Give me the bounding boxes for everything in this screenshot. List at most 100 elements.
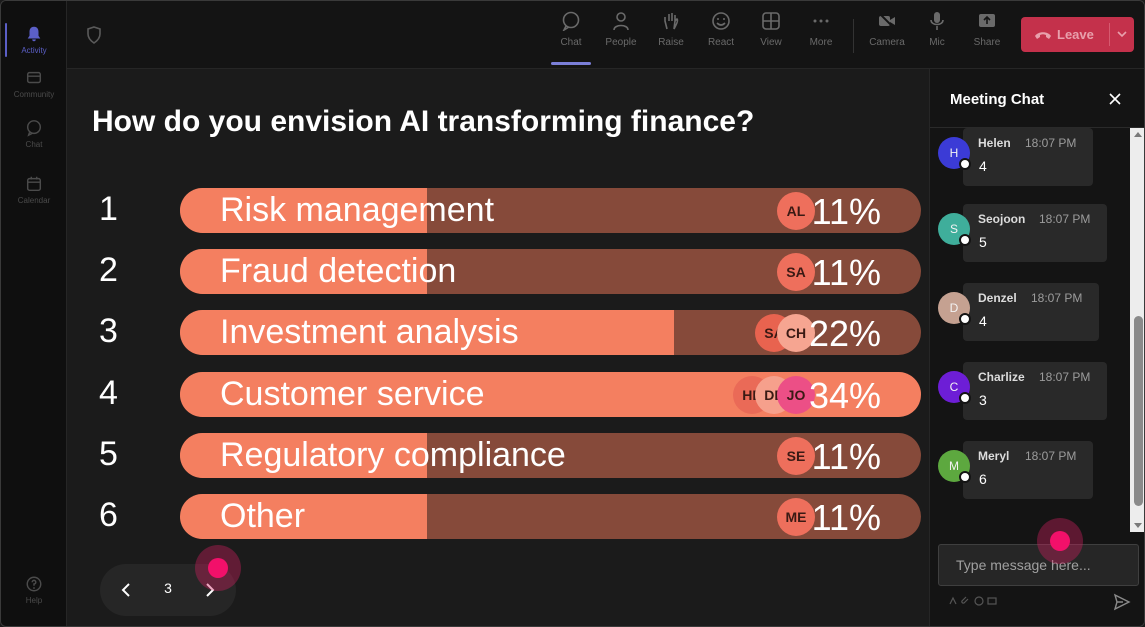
toolbar-share-button[interactable]: Share — [965, 11, 1009, 61]
scroll-down-arrow-icon[interactable] — [1134, 523, 1142, 528]
avatar[interactable]: S — [938, 213, 971, 246]
attach-icon[interactable] — [961, 596, 971, 606]
send-icon[interactable] — [1113, 593, 1131, 611]
chat-message[interactable]: Denzel 18:07 PM 4 — [963, 283, 1099, 341]
toolbar-label: Chat — [560, 37, 582, 48]
message-time: 18:07 PM — [1025, 136, 1077, 150]
mic-icon — [930, 12, 944, 30]
chat-icon — [26, 120, 42, 137]
option-percent: 34% — [808, 375, 881, 416]
leave-button[interactable]: Leave — [1021, 17, 1134, 52]
poll-option-bar[interactable]: Risk management AL 11% — [180, 188, 921, 233]
message-name: Charlize — [978, 370, 1025, 384]
gif-icon[interactable] — [987, 596, 997, 606]
avatar-initial: C — [949, 380, 959, 394]
avatar-initial: H — [949, 146, 959, 160]
rail-item-activity[interactable]: Activity — [1, 15, 67, 65]
click-indicator — [1037, 518, 1083, 564]
toolbar-view-button[interactable]: View — [749, 11, 793, 61]
toolbar-people-button[interactable]: People — [599, 11, 643, 61]
scroll-up-arrow-icon[interactable] — [1134, 132, 1142, 137]
option-number: 1 — [99, 190, 118, 228]
poll-option-bar[interactable]: Other ME 11% — [180, 494, 921, 539]
avatar-initial: S — [949, 222, 958, 236]
chevron-left-icon[interactable] — [114, 578, 138, 602]
poll-option-bar[interactable]: Regulatory compliance SE 11% — [180, 433, 921, 478]
message-name: Denzel — [978, 291, 1017, 305]
rail-item-calendar[interactable]: Calendar — [1, 165, 67, 215]
react-icon — [712, 12, 730, 30]
message-time: 18:07 PM — [1039, 370, 1091, 384]
toolbar-chat-button[interactable]: Chat — [549, 11, 593, 65]
voter-avatar: AL — [777, 192, 815, 230]
poll-option-bar[interactable]: Fraud detection SA 11% — [180, 249, 921, 294]
message-time: 18:07 PM — [1031, 291, 1083, 305]
avatar[interactable]: H — [938, 137, 971, 170]
option-label: Other — [220, 497, 306, 535]
view-icon — [762, 12, 780, 30]
toolbar-camera-button[interactable]: Camera — [865, 11, 909, 61]
chat-message[interactable]: Meryl 18:07 PM 6 — [963, 441, 1093, 499]
rail-label: Community — [13, 90, 55, 99]
close-icon[interactable] — [1107, 91, 1123, 107]
avatar[interactable]: D — [938, 292, 971, 325]
option-label: Regulatory compliance — [220, 436, 566, 474]
message-time: 18:07 PM — [1025, 449, 1077, 463]
scrollbar-thumb[interactable] — [1134, 316, 1143, 506]
chat-message-list[interactable]: Helen 18:07 PM 4 H Seojoon 18:07 PM 5 S Denzel 18… — [930, 128, 1132, 532]
avatar-initial: D — [949, 301, 959, 315]
message-name: Helen — [978, 136, 1011, 150]
toolbar-label: Raise — [658, 37, 684, 48]
chat-message[interactable]: Helen 18:07 PM 4 — [963, 128, 1093, 186]
presence-status-icon — [959, 392, 971, 404]
option-label: Investment analysis — [220, 313, 519, 351]
chevron-down-icon[interactable] — [1115, 27, 1129, 41]
voter-avatar: SA — [777, 253, 815, 291]
option-number: 4 — [99, 374, 118, 412]
option-fill — [180, 310, 674, 355]
toolbar-label: View — [760, 37, 782, 48]
toolbar-label: Camera — [869, 37, 905, 48]
help-icon — [26, 576, 42, 592]
option-label: Fraud detection — [220, 252, 457, 290]
chat-message-input[interactable]: Type message here... — [938, 544, 1139, 586]
format-icon[interactable] — [948, 596, 958, 606]
chat-message[interactable]: Seojoon 18:07 PM 5 — [963, 204, 1107, 262]
message-text: 6 — [979, 471, 987, 487]
toolbar-divider — [853, 19, 854, 53]
people-icon — [613, 12, 629, 31]
rail-item-chat[interactable]: Chat — [1, 109, 67, 159]
message-name: Meryl — [978, 449, 1010, 463]
chat-scrollbar[interactable] — [1130, 128, 1144, 532]
chevron-right-icon[interactable] — [198, 578, 222, 602]
community-icon — [26, 71, 42, 84]
toolbar-raise-button[interactable]: Raise — [649, 11, 693, 61]
toolbar-react-button[interactable]: React — [699, 11, 743, 61]
camera-off-icon — [878, 12, 896, 30]
calendar-icon — [26, 176, 42, 192]
rail-label: Calendar — [17, 196, 51, 205]
chat-message[interactable]: Charlize 18:07 PM 3 — [963, 362, 1107, 420]
toolbar-label: People — [605, 37, 637, 48]
avatar[interactable]: M — [938, 450, 971, 483]
presence-status-icon — [959, 471, 971, 483]
message-text: 4 — [979, 313, 987, 329]
toolbar-mic-button[interactable]: Mic — [915, 11, 959, 61]
shield-icon[interactable] — [86, 26, 102, 44]
avatar[interactable]: C — [938, 371, 971, 404]
message-text: 3 — [979, 392, 987, 408]
poll-option-bar[interactable]: Customer service HE DE JO 34% — [180, 372, 921, 417]
leave-divider — [1109, 23, 1110, 46]
poll-option-bar[interactable]: Investment analysis SA CH 22% — [180, 310, 921, 355]
option-fill — [180, 433, 427, 478]
message-name: Seojoon — [978, 212, 1026, 226]
voter-avatar: CH — [777, 314, 815, 352]
rail-item-community[interactable]: Community — [1, 59, 67, 109]
rail-label: Activity — [21, 46, 47, 55]
message-time: 18:07 PM — [1039, 212, 1091, 226]
toolbar-more-button[interactable]: More — [799, 11, 843, 61]
voter-avatar: ME — [777, 498, 815, 536]
emoji-icon[interactable] — [974, 596, 984, 606]
leave-label: Leave — [1057, 27, 1094, 42]
rail-item-help[interactable]: Help — [1, 565, 67, 615]
